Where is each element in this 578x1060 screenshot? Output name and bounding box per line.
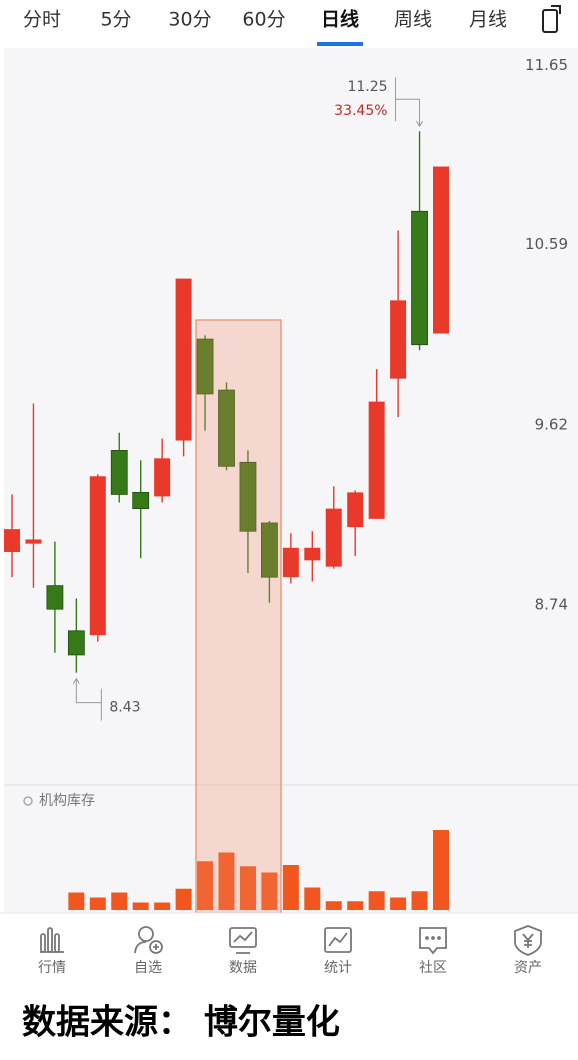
candle-body <box>154 458 171 497</box>
candle-body <box>282 547 299 578</box>
volume-bar <box>218 852 235 910</box>
y-tick-label: 10.59 <box>525 235 568 253</box>
volume-bar <box>111 892 128 910</box>
y-tick-label: 8.74 <box>535 595 568 613</box>
nav-label[interactable]: 自选 <box>134 960 162 976</box>
candle-body <box>46 585 64 610</box>
change-label: 33.45% <box>334 103 387 119</box>
volume-bar <box>132 902 149 910</box>
rotate-icon[interactable] <box>542 5 561 33</box>
nav-label[interactable]: 统计 <box>324 960 352 976</box>
max-label: 11.25 <box>347 79 387 95</box>
icon-data <box>229 927 257 954</box>
candle-body <box>132 491 150 510</box>
icon-community <box>419 927 447 955</box>
volume-bar <box>433 830 449 910</box>
y-tick-label: 11.65 <box>525 56 568 74</box>
tab[interactable]: 60分 <box>242 9 285 31</box>
volume-bar <box>304 887 321 910</box>
candle-body <box>67 630 85 656</box>
volume-bar <box>325 901 342 910</box>
nav-bar <box>0 913 578 991</box>
nav-label[interactable]: 数据 <box>229 960 257 976</box>
icon-watchlist <box>134 926 163 954</box>
candle-body <box>347 492 364 528</box>
volume-bar <box>282 865 299 910</box>
volume-bar <box>347 901 364 910</box>
volume-bar <box>261 872 278 910</box>
candle-body <box>390 300 407 379</box>
candle-body <box>260 522 278 578</box>
volume-bar <box>368 891 385 910</box>
candle-body <box>325 508 342 567</box>
y-tick-label: 9.62 <box>535 415 568 433</box>
panel-title: 机构库存 <box>39 793 95 809</box>
tab[interactable]: 日线 <box>321 8 359 31</box>
candle-body <box>175 278 192 441</box>
nav-label[interactable]: 行情 <box>38 960 66 976</box>
min-pointer <box>72 677 102 721</box>
footer-text: 数据来源： 博尔量化 <box>22 1003 340 1043</box>
panel-icon <box>23 796 33 806</box>
tab[interactable]: 周线 <box>394 9 432 31</box>
volume-bar <box>175 888 192 910</box>
candle-body <box>218 389 235 467</box>
candle-body <box>239 461 257 532</box>
volume-bar <box>239 866 256 910</box>
volume-bar <box>411 891 428 910</box>
candle-body <box>25 539 42 544</box>
rotate-icon-arrow <box>551 5 561 14</box>
max-pointer <box>395 77 423 128</box>
volume-bar <box>68 892 85 910</box>
tab-bar <box>0 0 578 48</box>
candle-body <box>110 450 128 495</box>
tab[interactable]: 月线 <box>469 9 507 31</box>
candle-body <box>433 166 449 334</box>
nav-label[interactable]: 资产 <box>514 960 542 976</box>
icon-stats <box>324 927 352 953</box>
rotate-icon-body <box>542 9 558 33</box>
candle-body <box>4 529 20 552</box>
volume-bar <box>390 897 407 910</box>
volume-bar <box>197 861 214 910</box>
icon-assets <box>514 925 542 956</box>
tab[interactable]: 分时 <box>23 9 61 31</box>
icon-market <box>40 927 64 953</box>
candle-body <box>304 547 321 561</box>
candle-body <box>89 476 106 636</box>
candle-body <box>196 338 214 395</box>
min-label: 8.43 <box>109 700 140 716</box>
highlight-box <box>195 319 282 914</box>
tab-underline <box>317 42 363 46</box>
tab[interactable]: 5分 <box>100 9 131 31</box>
nav-label[interactable]: 社区 <box>419 960 447 976</box>
candle-body <box>368 401 385 519</box>
nav-icons <box>40 925 542 956</box>
volume-bar <box>89 897 106 910</box>
volume-bar <box>154 902 171 910</box>
tab[interactable]: 30分 <box>168 9 211 31</box>
candle-body <box>411 210 428 346</box>
